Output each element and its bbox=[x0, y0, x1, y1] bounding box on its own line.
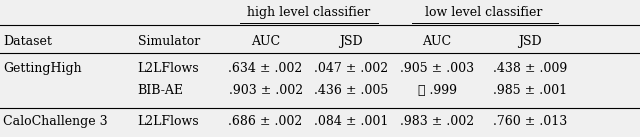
Text: CaloChallenge 3: CaloChallenge 3 bbox=[3, 115, 108, 128]
Text: JSD: JSD bbox=[518, 35, 541, 48]
Text: L2LFlows: L2LFlows bbox=[138, 62, 199, 75]
Text: .760 ± .013: .760 ± .013 bbox=[493, 115, 567, 128]
Text: .686 ± .002: .686 ± .002 bbox=[228, 115, 303, 128]
Text: .634 ± .002: .634 ± .002 bbox=[228, 62, 303, 75]
Text: ≫ .999: ≫ .999 bbox=[418, 84, 456, 97]
Text: .084 ± .001: .084 ± .001 bbox=[314, 115, 388, 128]
Text: JSD: JSD bbox=[339, 35, 362, 48]
Text: .905 ± .003: .905 ± .003 bbox=[400, 62, 474, 75]
Text: .047 ± .002: .047 ± .002 bbox=[314, 62, 388, 75]
Text: .903 ± .002: .903 ± .002 bbox=[228, 84, 303, 97]
Text: Dataset: Dataset bbox=[3, 35, 52, 48]
Text: L2LFlows: L2LFlows bbox=[138, 115, 199, 128]
Text: .438 ± .009: .438 ± .009 bbox=[493, 62, 567, 75]
Text: Simulator: Simulator bbox=[138, 35, 200, 48]
Text: AUC: AUC bbox=[251, 35, 280, 48]
Text: .985 ± .001: .985 ± .001 bbox=[493, 84, 567, 97]
Text: BIB-AE: BIB-AE bbox=[138, 84, 184, 97]
Text: high level classifier: high level classifier bbox=[247, 6, 370, 19]
Text: low level classifier: low level classifier bbox=[425, 6, 543, 19]
Text: AUC: AUC bbox=[422, 35, 452, 48]
Text: .983 ± .002: .983 ± .002 bbox=[400, 115, 474, 128]
Text: .436 ± .005: .436 ± .005 bbox=[314, 84, 388, 97]
Text: GettingHigh: GettingHigh bbox=[3, 62, 82, 75]
